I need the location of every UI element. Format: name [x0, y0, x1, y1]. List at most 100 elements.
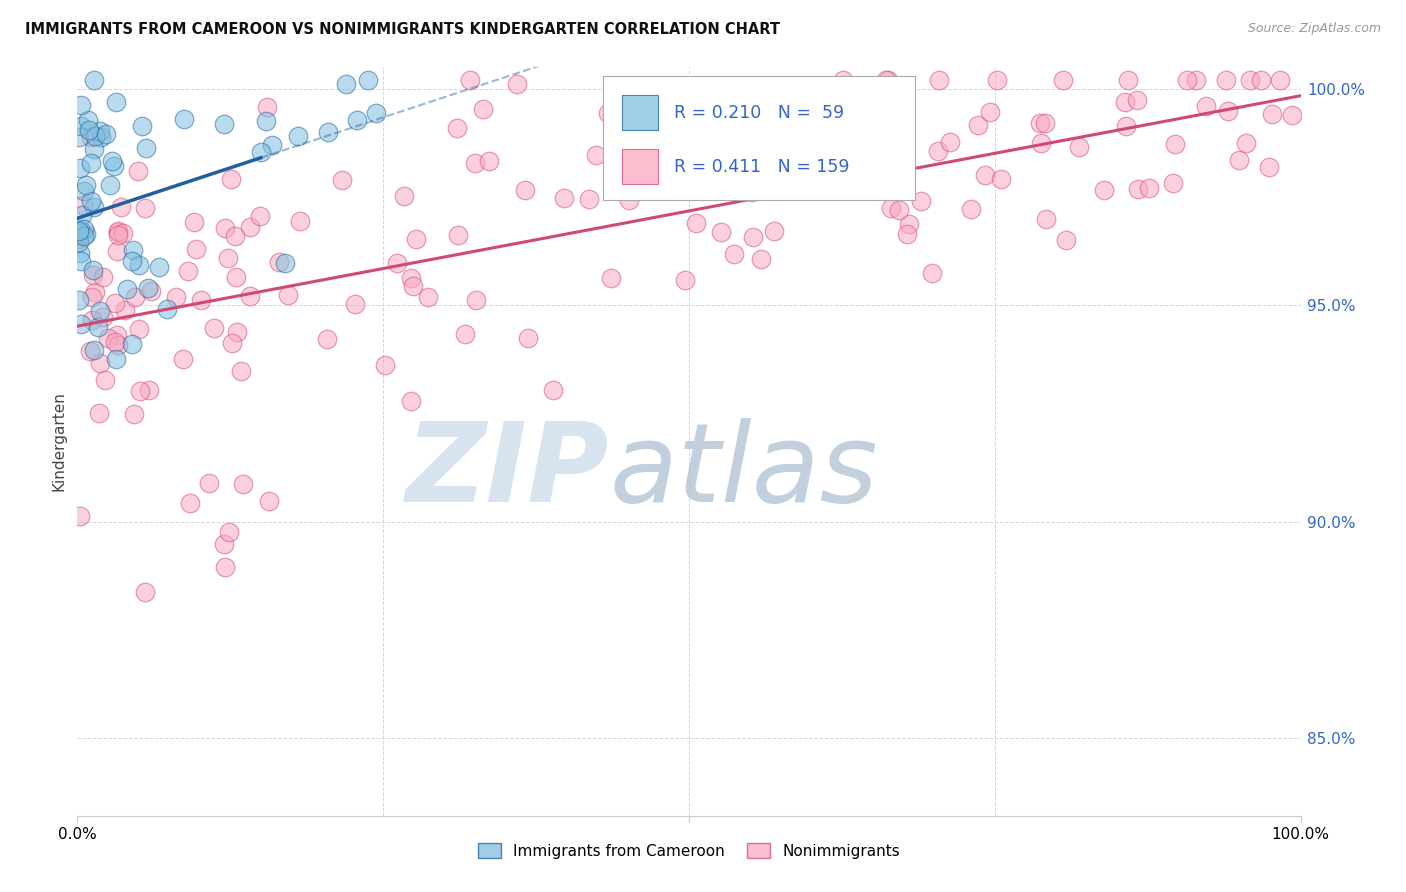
Point: [121, 337, 143, 351]
Point: [107, 338, 129, 352]
Point: [477, 154, 499, 169]
Point: [239, 219, 262, 234]
Point: [870, 169, 893, 184]
Point: [89, 124, 111, 138]
Point: [136, 281, 159, 295]
Point: [464, 155, 486, 169]
Point: [889, 203, 911, 218]
Point: [986, 73, 1008, 87]
Point: [1137, 181, 1160, 195]
Point: [134, 201, 156, 215]
Point: [541, 383, 564, 397]
Point: [69, 246, 91, 260]
Point: [513, 183, 536, 197]
Point: [673, 273, 696, 287]
Point: [910, 194, 932, 209]
Point: [129, 384, 152, 398]
Point: [72, 221, 94, 235]
Point: [256, 99, 278, 113]
Point: [107, 227, 129, 242]
Point: [596, 106, 619, 120]
Point: [1234, 136, 1257, 151]
Point: [218, 524, 240, 539]
Point: [990, 172, 1012, 186]
Point: [460, 73, 482, 87]
Point: [689, 153, 711, 167]
Point: [139, 284, 162, 298]
Point: [927, 145, 949, 159]
Point: [179, 496, 201, 510]
Point: [127, 164, 149, 178]
Point: [288, 214, 311, 228]
Point: [1261, 106, 1284, 120]
Point: [1054, 233, 1077, 247]
Point: [82, 263, 104, 277]
Point: [1216, 103, 1239, 118]
Point: [1029, 116, 1052, 130]
Point: [401, 271, 423, 285]
Point: [226, 325, 249, 339]
Point: [741, 230, 763, 244]
Point: [217, 251, 239, 265]
Point: [84, 285, 107, 299]
Point: [107, 225, 129, 239]
Point: [148, 260, 170, 274]
Point: [1126, 182, 1149, 196]
Point: [1035, 211, 1057, 226]
Point: [212, 537, 235, 551]
Point: [104, 296, 127, 310]
Point: [172, 352, 194, 367]
Point: [832, 73, 855, 87]
Point: [239, 288, 262, 302]
Point: [91, 269, 114, 284]
Point: [83, 73, 105, 87]
Point: [585, 148, 607, 162]
Point: [105, 95, 128, 109]
Point: [374, 358, 396, 372]
Point: [83, 142, 105, 156]
Point: [921, 266, 943, 280]
Point: [91, 310, 114, 324]
Point: [212, 117, 235, 131]
FancyBboxPatch shape: [603, 76, 915, 200]
Point: [446, 227, 468, 242]
Point: [553, 191, 575, 205]
Point: [387, 255, 409, 269]
Point: [405, 232, 427, 246]
Point: [69, 318, 91, 332]
Point: [506, 77, 529, 91]
Point: [128, 259, 150, 273]
Point: [1067, 140, 1090, 154]
Point: [392, 189, 415, 203]
Point: [105, 244, 128, 258]
Point: [1161, 176, 1184, 190]
Point: [186, 242, 208, 256]
Point: [465, 293, 488, 308]
Point: [121, 244, 143, 258]
Text: Source: ZipAtlas.com: Source: ZipAtlas.com: [1247, 22, 1381, 36]
Text: IMMIGRANTS FROM CAMEROON VS NONIMMIGRANTS KINDERGARTEN CORRELATION CHART: IMMIGRANTS FROM CAMEROON VS NONIMMIGRANT…: [25, 22, 780, 37]
Point: [287, 129, 309, 144]
Point: [249, 209, 271, 223]
Point: [90, 129, 112, 144]
Point: [103, 160, 125, 174]
Point: [274, 256, 297, 270]
Point: [928, 73, 950, 87]
Point: [471, 102, 494, 116]
Point: [446, 121, 468, 136]
Point: [107, 224, 129, 238]
Point: [87, 320, 110, 334]
Point: [221, 336, 243, 351]
Point: [897, 217, 920, 231]
Point: [70, 208, 93, 222]
Point: [402, 279, 425, 293]
Point: [229, 364, 252, 378]
Point: [578, 192, 600, 206]
Point: [111, 226, 134, 240]
Point: [134, 585, 156, 599]
Point: [1092, 183, 1115, 197]
Point: [516, 331, 538, 345]
Point: [69, 161, 91, 175]
Point: [1175, 73, 1198, 87]
Point: [1258, 160, 1281, 174]
